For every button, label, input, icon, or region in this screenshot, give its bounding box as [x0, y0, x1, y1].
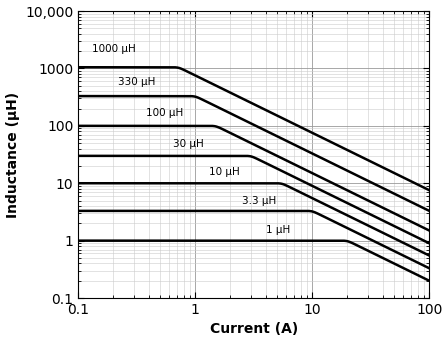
Text: 10 μH: 10 μH — [209, 167, 239, 177]
Text: 3.3 μH: 3.3 μH — [242, 196, 276, 206]
Text: 1000 μH: 1000 μH — [91, 44, 135, 54]
Y-axis label: Inductance (μH): Inductance (μH) — [5, 91, 20, 218]
Text: 100 μH: 100 μH — [146, 108, 183, 118]
Text: 330 μH: 330 μH — [118, 77, 155, 87]
Text: 1 μH: 1 μH — [266, 225, 290, 235]
X-axis label: Current (A): Current (A) — [210, 323, 298, 337]
Text: 30 μH: 30 μH — [173, 139, 204, 149]
